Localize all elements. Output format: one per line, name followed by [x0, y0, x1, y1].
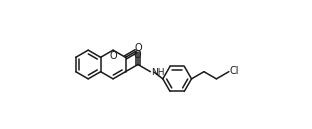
Text: O: O [110, 51, 118, 61]
Text: Cl: Cl [230, 66, 239, 76]
Text: NH: NH [151, 68, 164, 77]
Text: O: O [134, 43, 142, 53]
Text: O: O [134, 50, 141, 60]
